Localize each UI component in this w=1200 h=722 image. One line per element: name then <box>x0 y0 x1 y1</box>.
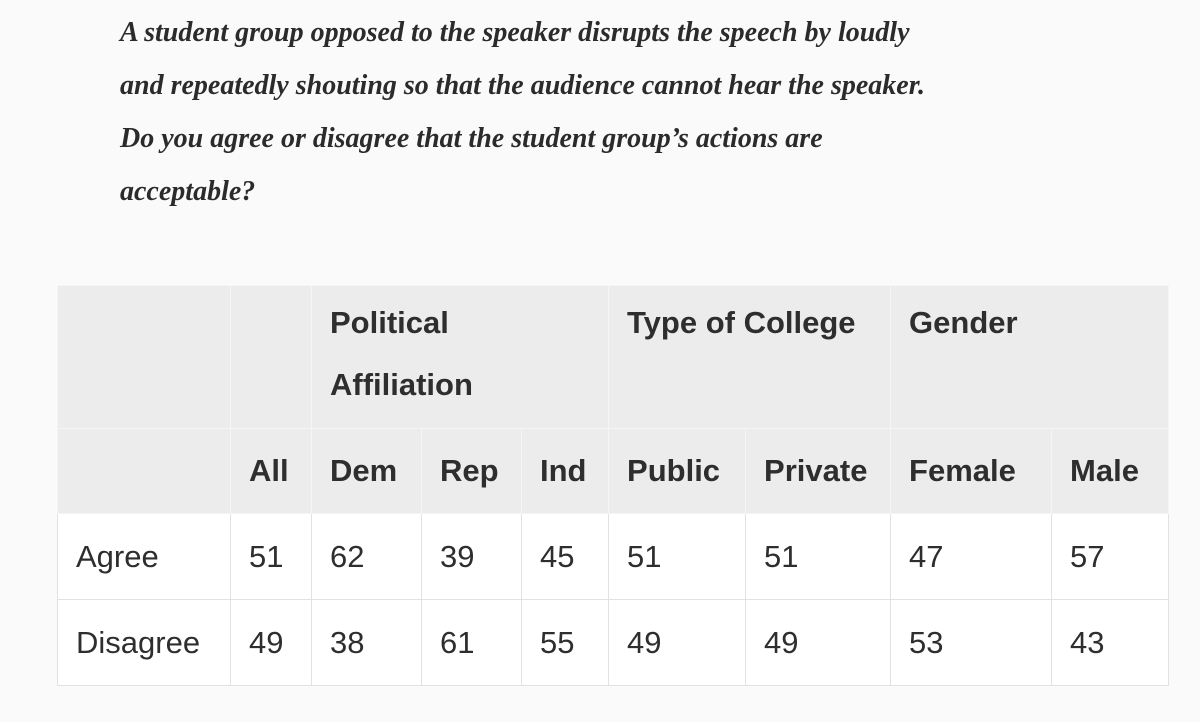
cell-agree-dem: 62 <box>311 513 422 600</box>
col-header-female: Female <box>890 428 1053 514</box>
cell-disagree-male: 43 <box>1051 599 1170 686</box>
table-row-disagree: Disagree 49 38 61 55 49 49 53 43 <box>57 599 1170 686</box>
cell-disagree-dem: 38 <box>311 599 422 686</box>
col-header-public: Public <box>608 428 747 514</box>
survey-question-text: A student group opposed to the speaker d… <box>120 17 926 207</box>
cell-disagree-all: 49 <box>230 599 312 686</box>
row-label-blank-header <box>57 428 231 514</box>
group-header-row: Political Affiliation Type of College Ge… <box>57 285 1170 429</box>
cell-agree-male: 57 <box>1051 513 1170 600</box>
col-header-private: Private <box>745 428 892 514</box>
cell-disagree-private: 49 <box>745 599 892 686</box>
column-header-row: All Dem Rep Ind Public Private Female Ma… <box>57 428 1170 514</box>
group-header-gender: Gender <box>890 285 1170 429</box>
col-header-male: Male <box>1051 428 1170 514</box>
cell-disagree-ind: 55 <box>520 599 610 686</box>
col-header-ind: Ind <box>520 428 610 514</box>
cell-disagree-female: 53 <box>890 599 1053 686</box>
row-label-agree: Agree <box>57 513 231 600</box>
table-row-agree: Agree 51 62 39 45 51 51 47 57 <box>57 513 1170 600</box>
cell-agree-public: 51 <box>608 513 747 600</box>
corner-blank-cell <box>57 285 231 429</box>
cell-agree-ind: 45 <box>520 513 610 600</box>
all-column-blank-group-cell <box>230 285 312 429</box>
cell-disagree-public: 49 <box>608 599 747 686</box>
cell-agree-female: 47 <box>890 513 1053 600</box>
group-header-type-of-college: Type of College <box>608 285 892 429</box>
survey-results-table: Political Affiliation Type of College Ge… <box>57 285 1170 686</box>
cell-agree-all: 51 <box>230 513 312 600</box>
cell-agree-rep: 39 <box>421 513 522 600</box>
col-header-all: All <box>230 428 312 514</box>
group-header-political-affiliation: Political Affiliation <box>310 285 610 429</box>
cell-disagree-rep: 61 <box>421 599 522 686</box>
col-header-rep: Rep <box>421 428 522 514</box>
col-header-dem: Dem <box>311 428 422 514</box>
cell-agree-private: 51 <box>745 513 892 600</box>
row-label-disagree: Disagree <box>57 599 231 686</box>
